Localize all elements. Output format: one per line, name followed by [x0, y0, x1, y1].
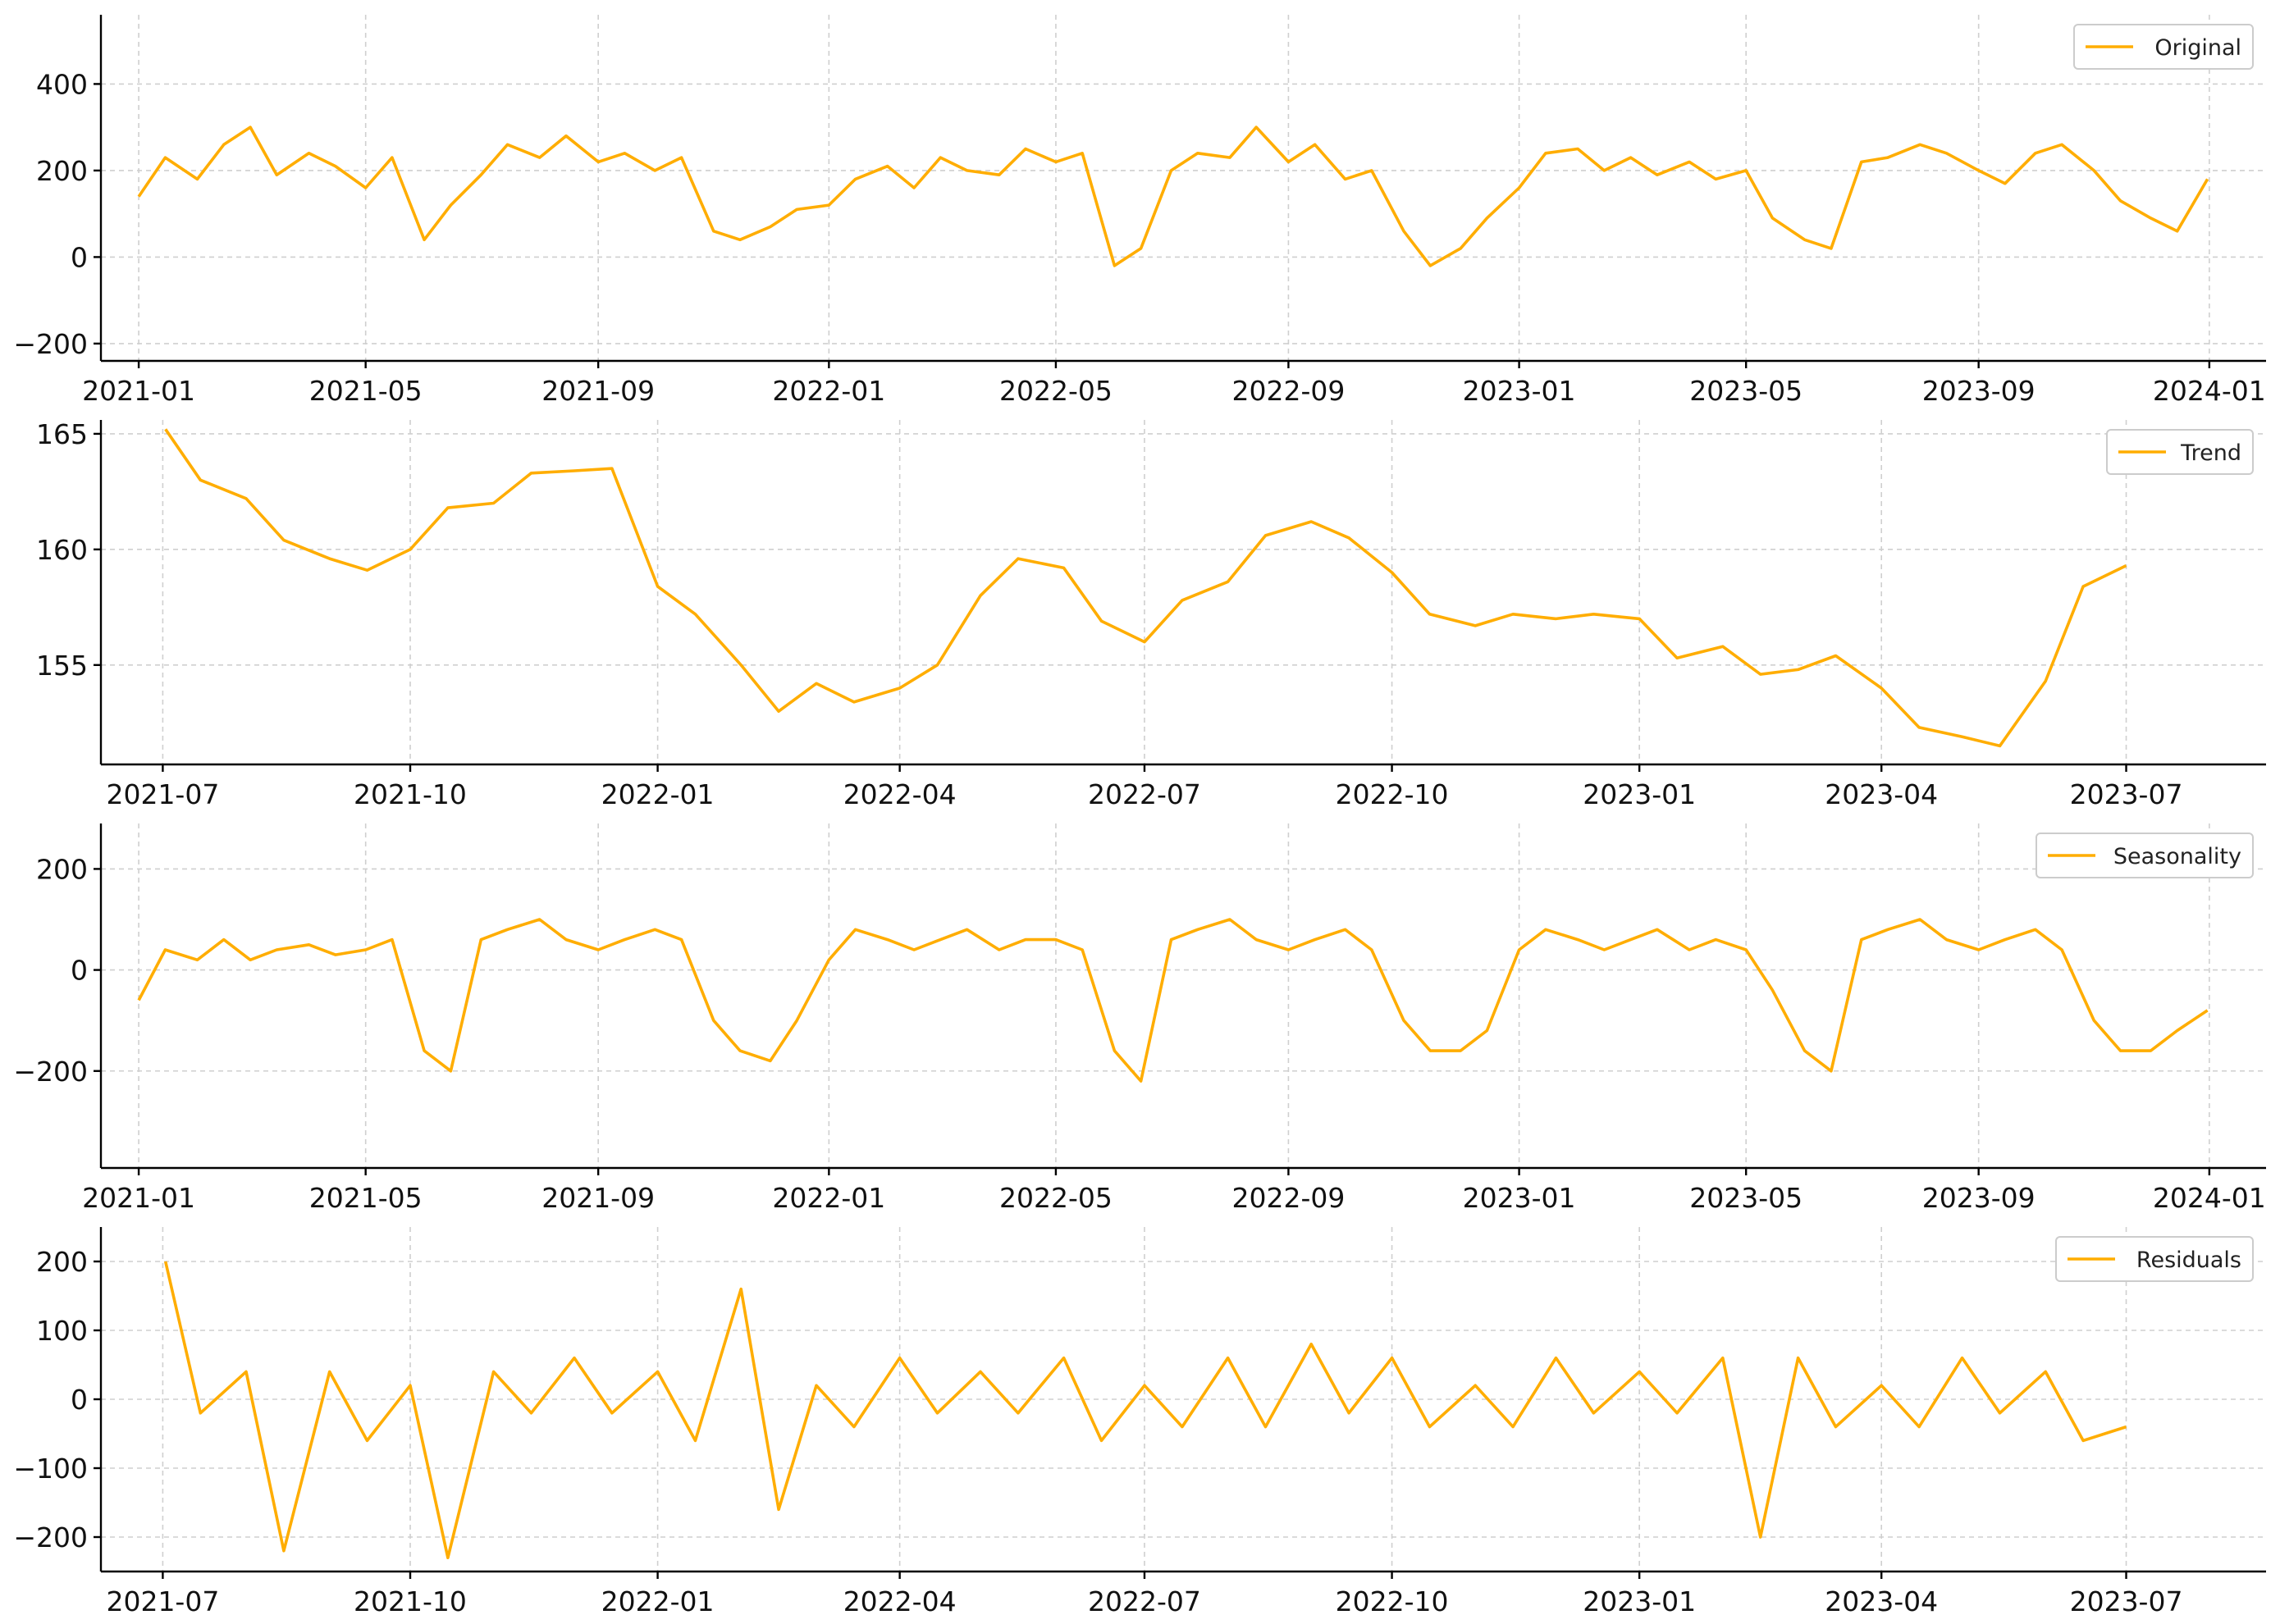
x-tick-label: 2024-01	[2153, 375, 2266, 407]
y-tick-label: 0	[71, 241, 88, 273]
x-tick-label: 2021-10	[354, 778, 467, 810]
x-tick-label: 2022-07	[1088, 1585, 1201, 1617]
x-tick-label: 2022-04	[843, 1585, 957, 1617]
series-line-original	[137, 125, 2209, 267]
x-tick-label: 2022-01	[772, 375, 885, 407]
x-tick-label: 2021-09	[541, 1182, 655, 1214]
x-tick-label: 2022-09	[1231, 1182, 1345, 1214]
y-tick-label: 155	[36, 650, 88, 682]
legend-label: Trend	[2180, 440, 2241, 466]
x-tick-label: 2022-01	[772, 1182, 885, 1214]
x-tick-label: 2021-01	[82, 375, 195, 407]
x-tick-label: 2023-04	[1825, 1585, 1938, 1617]
legend: Trend	[2106, 429, 2254, 475]
y-tick-label: −100	[13, 1453, 88, 1485]
panel-residuals: 2021-07 2021-10 2022-01 2022-04 2022-07 2022-…	[13, 1227, 2266, 1617]
y-tick-label: 0	[71, 1384, 88, 1416]
x-tick-label: 2022-05	[999, 1182, 1113, 1214]
y-tick-label: 200	[36, 155, 88, 187]
legend-box	[2106, 429, 2254, 475]
x-tick-label: 2023-09	[1922, 1182, 2036, 1214]
panel-trend: 2021-07 2021-10 2022-01 2022-04 2022-07 2022-…	[36, 418, 2266, 810]
y-tick-label: 100	[36, 1315, 88, 1347]
x-tick-label: 2022-05	[999, 375, 1113, 407]
x-tick-label: 2023-01	[1583, 778, 1696, 810]
legend: Residuals	[2055, 1236, 2254, 1282]
legend-label: Seasonality	[2113, 844, 2241, 869]
y-tick-label: −200	[13, 328, 88, 360]
x-tick-label: 2023-01	[1463, 375, 1576, 407]
x-tick-label: 2021-07	[106, 778, 219, 810]
legend-label: Original	[2154, 35, 2241, 61]
panel-seasonality: 2021-01 2021-05 2021-09 2022-01 2022-05 2022-…	[13, 823, 2266, 1214]
x-tick-label: 2023-07	[2070, 778, 2183, 810]
y-tick-label: 165	[36, 418, 88, 450]
legend-box	[2055, 1236, 2254, 1282]
x-tick-label: 2024-01	[2153, 1182, 2266, 1214]
x-tick-label: 2021-07	[106, 1585, 219, 1617]
y-tick-label: −200	[13, 1521, 88, 1553]
x-tick-label: 2023-01	[1583, 1585, 1696, 1617]
x-tick-label: 2023-05	[1689, 1182, 1803, 1214]
y-tick-label: 160	[36, 534, 88, 566]
x-tick-label: 2023-04	[1825, 778, 1938, 810]
y-tick-label: 200	[36, 1246, 88, 1278]
x-tick-label: 2021-05	[309, 1182, 423, 1214]
x-tick-label: 2021-09	[541, 375, 655, 407]
y-tick-label: −200	[13, 1056, 88, 1088]
series-line-trend	[164, 428, 2127, 748]
legend-box	[2036, 833, 2254, 878]
panel-original: 2021-01 2021-05 2021-09 2022-01 2022-05 2022-…	[13, 15, 2266, 407]
x-tick-label: 2022-09	[1231, 375, 1345, 407]
series-line-residuals	[163, 1261, 2127, 1559]
x-tick-label: 2022-01	[601, 778, 715, 810]
x-tick-label: 2023-01	[1463, 1182, 1576, 1214]
x-tick-label: 2022-07	[1088, 778, 1201, 810]
legend-label: Residuals	[2136, 1248, 2241, 1273]
x-tick-label: 2022-04	[843, 778, 957, 810]
x-tick-label: 2021-10	[354, 1585, 467, 1617]
x-tick-label: 2023-09	[1922, 375, 2036, 407]
x-tick-label: 2021-05	[309, 375, 423, 407]
series-line-seasonality	[137, 918, 2209, 1083]
y-tick-label: 200	[36, 853, 88, 885]
x-tick-label: 2022-10	[1336, 778, 1449, 810]
x-tick-label: 2023-05	[1689, 375, 1803, 407]
legend: Seasonality	[2036, 833, 2254, 878]
legend: Original	[2073, 24, 2254, 70]
x-tick-label: 2023-07	[2070, 1585, 2183, 1617]
x-tick-label: 2021-01	[82, 1182, 195, 1214]
legend-box	[2073, 24, 2254, 70]
y-tick-label: 400	[36, 68, 88, 100]
y-tick-label: 0	[71, 955, 88, 987]
x-tick-label: 2022-10	[1336, 1585, 1449, 1617]
x-tick-label: 2022-01	[601, 1585, 715, 1617]
